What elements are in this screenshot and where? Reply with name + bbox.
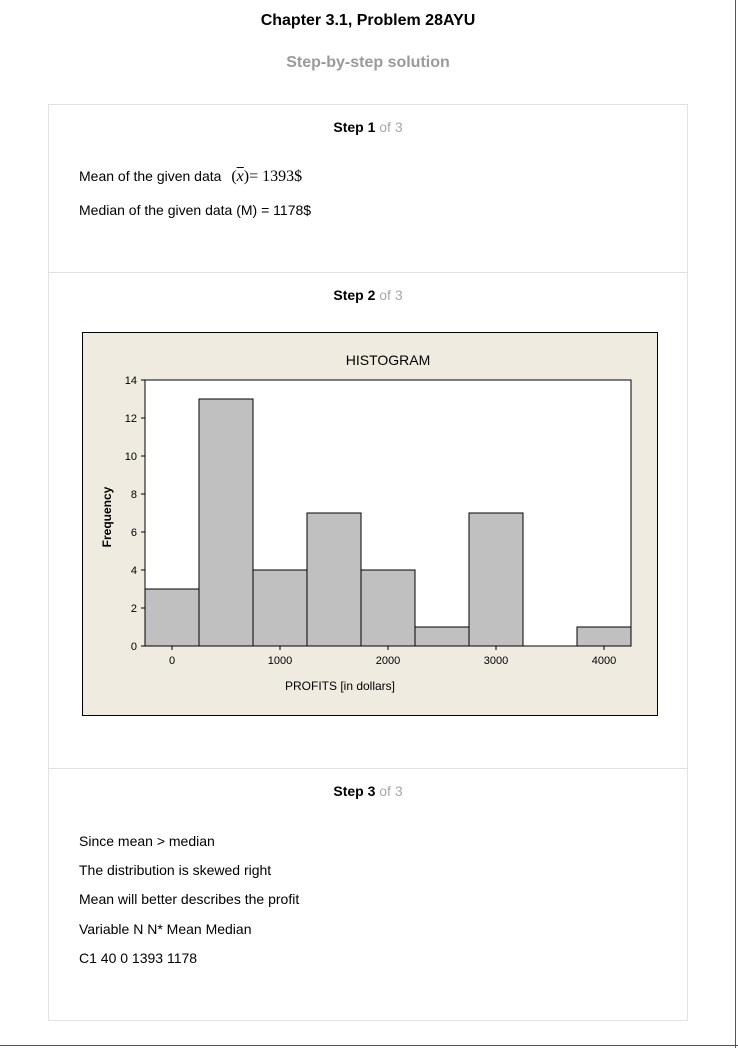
- histogram-bar-2500: [414, 626, 470, 647]
- mean-formula: (x)= 1393$: [231, 168, 302, 185]
- histogram-svg: HISTOGRAM 0 2 4 6 8 10 12 14 0 1000 2000 3000 4000 PRO…: [100, 352, 632, 693]
- y-tick-label: 14: [125, 375, 137, 387]
- y-tick-label: 6: [131, 527, 137, 539]
- y-tick-label: 4: [131, 565, 137, 577]
- step-2-of: of 3: [379, 287, 403, 303]
- step-3-line-3: Mean will better describes the profit: [79, 891, 300, 907]
- mean-formula-close: ): [243, 168, 250, 185]
- page-subtitle: Step-by-step solution: [286, 54, 450, 71]
- histogram-bar-4000: [576, 626, 632, 647]
- mean-label: Mean of the given data: [79, 168, 222, 184]
- histogram-bar-1000: [252, 569, 308, 647]
- step-3-card: Step 3 of 3 Since mean > median The dist…: [48, 768, 688, 1021]
- histogram-bar-1500: [306, 512, 362, 647]
- step-3-of: of 3: [379, 783, 403, 799]
- step-3-label: Step 3: [333, 783, 376, 799]
- step-1-heading: Step 1 of 3: [49, 119, 687, 135]
- y-axis-label: Frequency: [100, 486, 114, 547]
- step-1-label: Step 1: [333, 119, 376, 135]
- histogram-chart: HISTOGRAM 0 2 4 6 8 10 12 14 0 1000 2000 3000 4000 PRO…: [82, 332, 658, 716]
- step-3-line-1: Since mean > median: [79, 833, 215, 849]
- mean-formula-open: (: [231, 168, 237, 185]
- histogram-bar-500: [198, 398, 254, 647]
- step-3-line-4: Variable N N* Mean Median: [79, 921, 252, 937]
- x-tick-label: 3000: [484, 655, 508, 667]
- page-title: Chapter 3.1, Problem 28AYU: [260, 12, 476, 29]
- step-2-label: Step 2: [333, 287, 376, 303]
- step-2-heading: Step 2 of 3: [49, 287, 687, 303]
- step-1-card: Step 1 of 3 Mean of the given data (x)= …: [48, 104, 688, 273]
- frame-right-border: [735, 0, 736, 1048]
- step-3-heading: Step 3 of 3: [49, 783, 687, 799]
- y-tick-label: 10: [125, 451, 137, 463]
- mean-formula-symbol: x: [236, 168, 244, 185]
- x-tick-label: 1000: [268, 655, 292, 667]
- step-2-card: Step 2 of 3 HISTOGRAM 0 2 4 6 8 10 12 14 0 1000 200…: [48, 272, 688, 769]
- mean-formula-value: = 1393$: [249, 168, 303, 185]
- x-tick-label: 0: [169, 655, 175, 667]
- step-3-line-5: C1 40 0 1393 1178: [79, 950, 198, 966]
- x-tick-label: 2000: [376, 655, 400, 667]
- y-tick-label: 12: [125, 413, 137, 425]
- y-tick-label: 8: [131, 489, 137, 501]
- x-tick-label: 4000: [592, 655, 616, 667]
- chart-title: HISTOGRAM: [346, 352, 431, 368]
- median-line: Median of the given data (M) = 1178$: [79, 202, 312, 218]
- step-1-of: of 3: [379, 119, 403, 135]
- mean-line: Mean of the given data (x)= 1393$: [79, 168, 302, 186]
- histogram-bar-3000: [468, 512, 524, 647]
- histogram-bar-2000: [360, 569, 416, 647]
- y-tick-label: 0: [131, 641, 137, 653]
- step-3-line-2: The distribution is skewed right: [79, 862, 272, 878]
- y-tick-label: 2: [131, 603, 137, 615]
- histogram-bar-0: [144, 588, 200, 647]
- x-axis-label: PROFITS [in dollars]: [285, 679, 395, 693]
- frame-bottom-border: [0, 1045, 738, 1046]
